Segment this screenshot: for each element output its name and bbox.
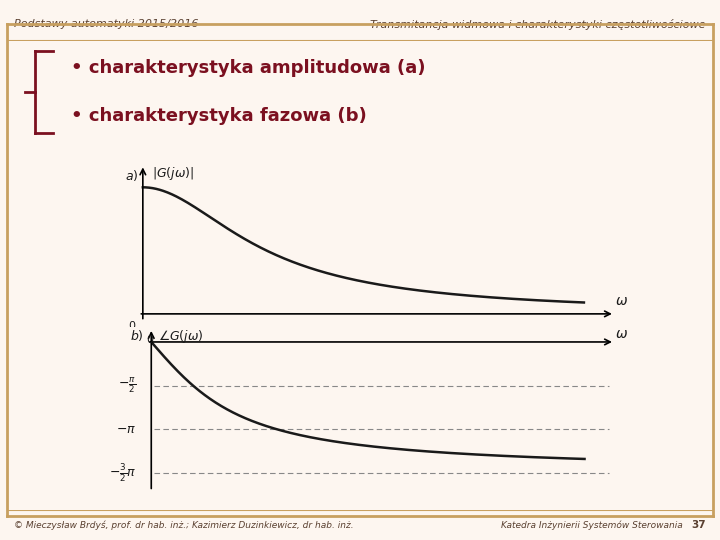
Text: $|G(j\omega)$|: $|G(j\omega)$| bbox=[152, 165, 194, 181]
Text: $-\pi$: $-\pi$ bbox=[116, 423, 136, 436]
Text: Podstawy automatyki 2015/2016: Podstawy automatyki 2015/2016 bbox=[14, 19, 199, 29]
Text: • charakterystyka amplitudowa (a): • charakterystyka amplitudowa (a) bbox=[71, 59, 426, 77]
Text: $a)$: $a)$ bbox=[125, 168, 139, 183]
Text: $b)$: $b)$ bbox=[130, 328, 143, 343]
Text: $\angle G(j\omega)$: $\angle G(j\omega)$ bbox=[158, 328, 203, 345]
Text: $-\frac{3}{2}\pi$: $-\frac{3}{2}\pi$ bbox=[109, 462, 136, 484]
Text: Transmitancja widmowa i charakterystyki częstotliwościowe: Transmitancja widmowa i charakterystyki … bbox=[370, 19, 706, 30]
Text: Katedra Inżynierii Systemów Sterowania: Katedra Inżynierii Systemów Sterowania bbox=[501, 521, 683, 530]
Text: $-\frac{\pi}{2}$: $-\frac{\pi}{2}$ bbox=[118, 376, 136, 395]
Text: $\omega$: $\omega$ bbox=[615, 327, 628, 341]
Text: 37: 37 bbox=[691, 521, 706, 530]
Text: • charakterystyka fazowa (b): • charakterystyka fazowa (b) bbox=[71, 106, 366, 125]
Text: $0$: $0$ bbox=[146, 333, 155, 345]
Text: $0$: $0$ bbox=[128, 319, 136, 331]
Text: © Mieczysław Brdyś, prof. dr hab. inż.; Kazimierz Duzinkiewicz, dr hab. inż.: © Mieczysław Brdyś, prof. dr hab. inż.; … bbox=[14, 521, 354, 530]
Text: $\omega$: $\omega$ bbox=[615, 294, 628, 308]
